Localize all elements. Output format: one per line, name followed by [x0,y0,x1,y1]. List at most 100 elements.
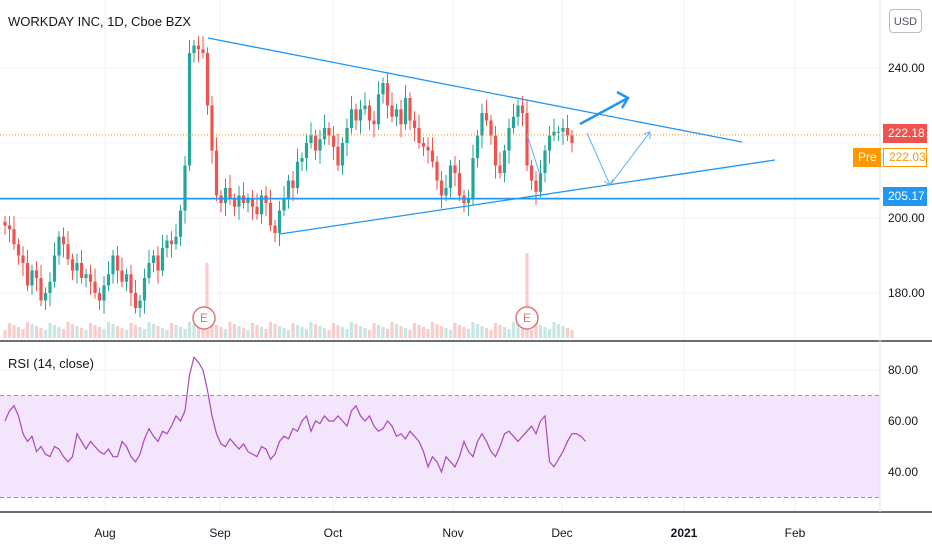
candle-body [43,293,48,301]
candle-body [435,161,439,181]
rsi-tick-label: 60.00 [888,414,918,428]
candle-body [295,161,300,188]
candle-body [336,146,340,166]
rsi-line-group [4,355,586,474]
candle-body [201,49,205,53]
candle-body [570,135,574,143]
candle-body [327,128,331,136]
volume-bar [223,329,228,338]
candle-body [291,180,295,188]
candle-body [543,150,547,173]
volume-bar [318,326,322,338]
x-tick-label: Sep [209,526,231,540]
volume-bar [30,324,34,338]
volume-bar [183,329,187,338]
candle-body [237,195,241,207]
rsi-tick-label: 40.00 [888,465,918,479]
volume-bar [570,330,574,338]
candle-body [25,263,30,286]
volume-bar [79,328,84,338]
candle-body [70,259,75,271]
volume-bar [322,328,327,338]
volume-bar [489,330,493,338]
volume-bar [70,324,75,338]
candle-body [75,263,79,271]
candle-body [498,165,502,173]
breakout-arrowhead [616,90,630,109]
volume-bar [178,327,183,338]
volume-bar [516,324,520,338]
candle-body [282,199,286,211]
volume-bar [565,328,570,338]
candle-body [174,236,178,245]
volume-bar [124,330,129,338]
rsi-band-fill [0,395,880,498]
volume-bar [219,327,223,338]
x-tick-label: Aug [94,526,115,540]
volume-bar [552,322,556,338]
candle-body [111,255,115,275]
candle-body [61,236,66,245]
candle-body [57,236,61,256]
candle-body [34,270,39,278]
volume-bar [147,322,151,338]
volume-bar [25,322,30,338]
candle-body [507,128,511,151]
volume-bar [394,324,399,338]
candlesticks [3,36,574,318]
candle-body [277,210,282,233]
candle-body [390,105,394,117]
candle-body [471,158,475,200]
candle-body [561,128,565,132]
upper-trendline [207,37,743,143]
candle-body [322,128,327,140]
candle-body [480,113,484,136]
candle-body [520,105,525,113]
volume-bar [61,329,66,338]
volume-bar [471,322,475,338]
volume-bar [363,328,367,338]
candle-body [151,255,156,263]
volume-bar [241,328,246,338]
volume-bar [84,330,88,338]
retest-low-arrowhead [603,178,614,186]
volume-bar [538,325,543,338]
volume-bar [246,330,250,338]
volume-bar [237,326,241,338]
volume-bar [57,327,61,338]
volume-bar [3,330,7,338]
candle-body [223,188,228,203]
volume-bar [111,324,115,338]
volume-bar [228,322,232,338]
volume-bar [187,322,192,338]
candle-body [88,274,93,282]
volume-bar [340,327,345,338]
candle-body [3,221,7,226]
volume-bar [453,323,457,338]
x-tick-label: 2021 [671,526,698,540]
candle-body [385,83,390,106]
candle-body [525,113,529,166]
volume-bar [97,327,102,338]
candle-body [192,45,196,53]
candle-body [340,143,345,166]
retest-arrowhead [643,131,651,139]
earnings-marker-circle [192,306,216,330]
currency-button[interactable]: USD [889,9,922,33]
candle-body [565,128,570,136]
volume-bar [493,323,498,338]
x-tick-label: Oct [324,526,343,540]
volume-bar [372,323,376,338]
candle-body [232,199,237,207]
candle-body [511,116,516,128]
volume-bar [165,330,169,338]
candle-body [214,150,219,196]
volume-bar [210,323,214,338]
volume-bar [412,323,417,338]
candle-body [120,270,124,282]
candle-body [412,120,417,128]
candle-body [489,120,493,136]
chart-title: WORKDAY INC, 1D, Cboe BZX [8,14,192,29]
rsi-label: RSI (14, close) [8,356,94,371]
